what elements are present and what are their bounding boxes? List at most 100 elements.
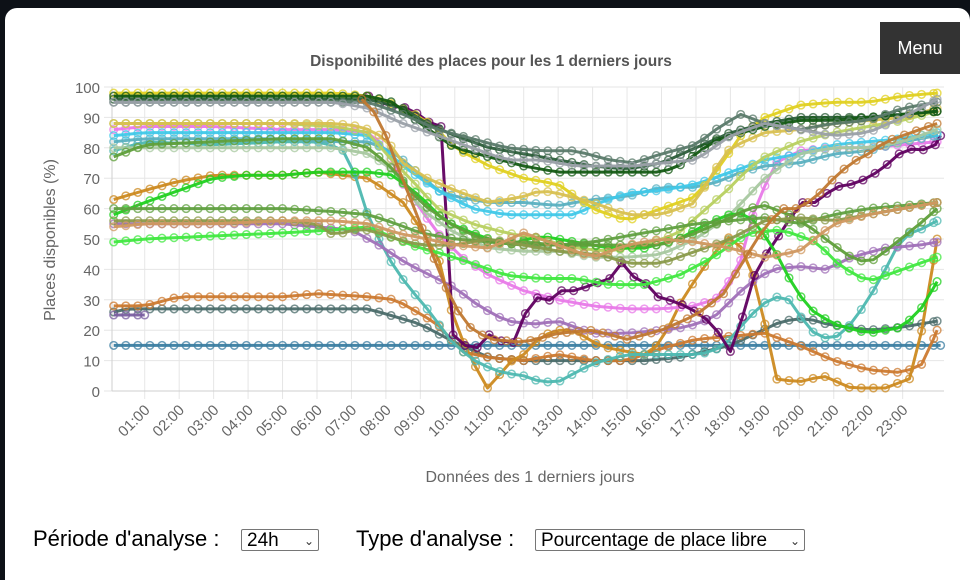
data-point[interactable] [519,228,529,238]
data-point[interactable] [591,167,601,177]
data-point[interactable] [374,180,384,191]
data-point[interactable] [495,208,505,219]
data-point[interactable] [839,164,849,174]
data-point[interactable] [930,140,940,150]
data-point[interactable] [543,200,553,210]
data-point[interactable] [133,340,143,350]
data-point[interactable] [808,340,818,350]
data-point[interactable] [736,286,746,296]
data-point[interactable] [314,226,324,236]
data-point[interactable] [555,158,565,168]
data-point[interactable] [410,306,420,316]
data-point[interactable] [181,138,191,148]
data-point[interactable] [470,154,481,164]
data-point[interactable] [627,252,637,262]
data-point[interactable] [894,149,904,159]
data-point[interactable] [832,331,842,341]
data-point[interactable] [550,329,560,339]
data-point[interactable] [470,362,481,372]
data-point[interactable] [145,128,155,138]
data-point[interactable] [205,231,215,241]
data-point[interactable] [880,383,890,393]
data-point[interactable] [314,340,324,350]
data-point[interactable] [253,91,263,101]
data-point[interactable] [687,263,698,273]
data-point[interactable] [832,143,842,153]
data-point[interactable] [157,219,167,229]
data-point[interactable] [663,224,673,234]
data-point[interactable] [338,340,348,350]
data-point[interactable] [229,230,239,240]
data-point[interactable] [350,139,360,149]
data-point[interactable] [181,232,191,242]
data-point[interactable] [663,147,673,157]
data-point[interactable] [374,340,384,350]
data-point[interactable] [374,152,384,162]
data-point[interactable] [832,130,842,140]
data-point[interactable] [932,252,942,262]
data-point[interactable] [844,117,854,127]
data-point[interactable] [784,117,794,127]
data-point[interactable] [374,228,384,238]
data-point[interactable] [936,340,946,350]
data-point[interactable] [133,128,143,138]
data-point[interactable] [880,366,890,376]
data-point[interactable] [932,316,942,326]
data-point[interactable] [868,203,878,213]
data-point[interactable] [627,161,637,171]
data-point[interactable] [169,204,179,214]
data-point[interactable] [205,137,215,147]
data-point[interactable] [157,204,167,214]
data-point[interactable] [834,181,844,191]
data-point[interactable] [241,292,251,302]
data-point[interactable] [808,315,818,325]
data-point[interactable] [495,152,505,163]
data-point[interactable] [543,377,553,387]
data-point[interactable] [157,340,167,350]
data-point[interactable] [658,324,668,334]
data-point[interactable] [362,124,372,134]
data-point[interactable] [386,257,396,267]
data-point[interactable] [772,121,782,131]
data-point[interactable] [603,343,613,353]
data-point[interactable] [543,165,553,175]
data-point[interactable] [507,356,517,366]
data-point[interactable] [265,204,276,214]
data-point[interactable] [482,138,493,148]
data-point[interactable] [634,331,644,341]
data-point[interactable] [880,94,890,104]
data-point[interactable] [290,291,300,301]
data-point[interactable] [929,238,939,248]
data-point[interactable] [858,175,868,185]
data-point[interactable] [374,307,384,317]
data-point[interactable] [844,340,854,350]
data-point[interactable] [482,383,493,393]
data-point[interactable] [519,349,529,360]
data-point[interactable] [133,187,143,197]
data-point[interactable] [277,228,288,238]
data-point[interactable] [169,304,179,314]
data-point[interactable] [846,179,856,189]
data-point[interactable] [675,197,685,207]
data-point[interactable] [899,130,909,140]
data-point[interactable] [748,308,758,319]
data-point[interactable] [253,118,263,129]
data-point[interactable] [386,163,396,173]
data-point[interactable] [808,127,818,137]
data-point[interactable] [892,204,903,215]
data-point[interactable] [217,204,227,214]
data-point[interactable] [193,143,203,153]
data-point[interactable] [567,146,577,156]
data-point[interactable] [603,302,613,312]
data-point[interactable] [133,219,143,230]
data-point[interactable] [520,308,530,319]
data-point[interactable] [880,270,890,281]
data-point[interactable] [121,147,131,157]
data-point[interactable] [627,167,637,177]
data-point[interactable] [169,293,179,303]
data-point[interactable] [205,128,215,138]
data-point[interactable] [591,358,601,368]
data-point[interactable] [917,224,927,234]
data-point[interactable] [904,90,915,101]
data-point[interactable] [820,98,830,108]
